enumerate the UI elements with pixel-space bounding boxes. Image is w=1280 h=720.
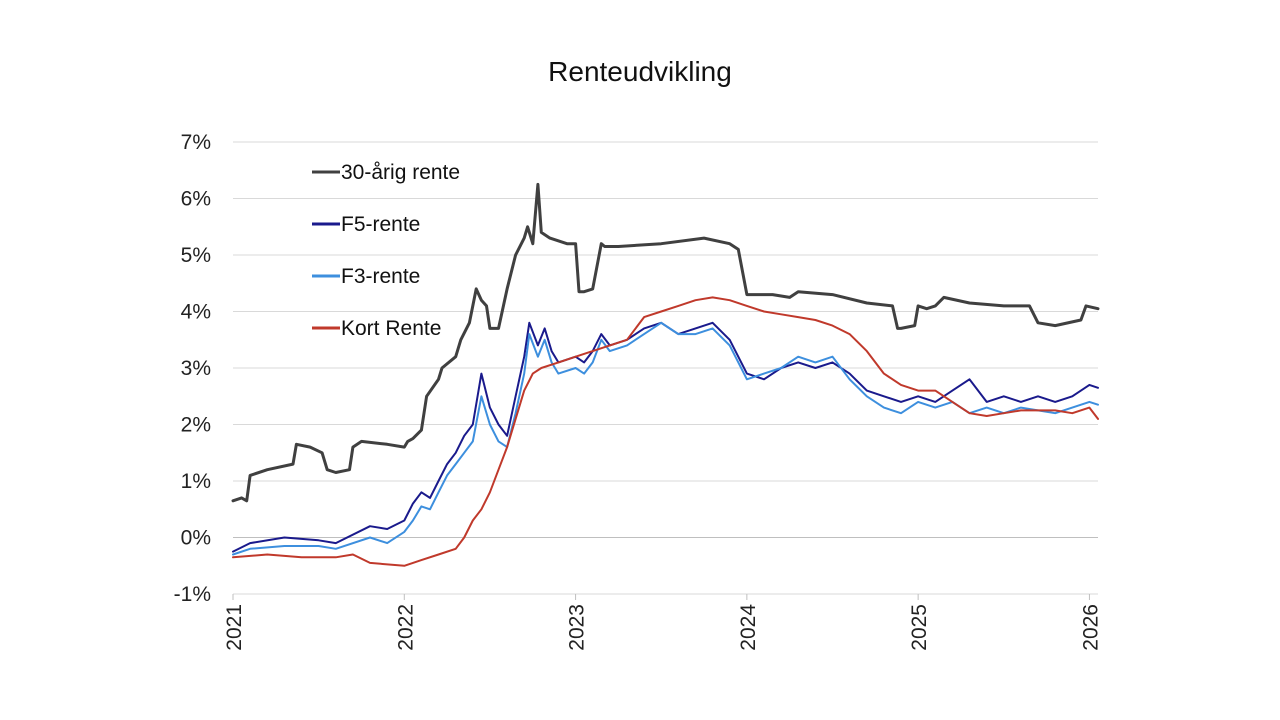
y-tick-labels: 7% 6% 5% 4% 3% 2% 1% 0% -1% [174, 131, 211, 606]
y-tick-label: 7% [181, 131, 211, 154]
series-line-1 [232, 321, 1099, 553]
legend: 30-årig rente F5-rente F3-rente Kort Rente [312, 161, 460, 340]
x-tick-label: 2023 [566, 604, 589, 651]
series-lines [231, 182, 1100, 567]
legend-label: F3-rente [341, 265, 420, 288]
series-line-0 [231, 182, 1100, 503]
x-tick-labels: 2021 2022 2023 2024 2025 2026 [223, 604, 1102, 651]
y-tick-label: 4% [181, 301, 211, 324]
x-tick-label: 2025 [908, 604, 931, 651]
y-tick-label: 5% [181, 244, 211, 267]
y-tick-label: 6% [181, 188, 211, 211]
series-line-3 [232, 296, 1099, 567]
chart-title: Renteudvikling [548, 56, 732, 87]
y-tick-label: 1% [181, 470, 211, 493]
legend-label: F5-rente [341, 213, 420, 236]
x-tick-label: 2021 [223, 604, 246, 651]
x-tick-label: 2022 [394, 604, 417, 651]
gridlines [232, 141, 1098, 600]
y-tick-label: 3% [181, 357, 211, 380]
y-tick-label: 2% [181, 414, 211, 437]
y-tick-label: -1% [174, 583, 211, 606]
x-tick-label: 2024 [737, 604, 760, 651]
legend-label: 30-årig rente [341, 161, 460, 184]
x-tick-label: 2026 [1079, 604, 1102, 651]
series-line-2 [232, 321, 1099, 556]
legend-label: Kort Rente [341, 317, 441, 340]
y-tick-label: 0% [181, 527, 211, 550]
